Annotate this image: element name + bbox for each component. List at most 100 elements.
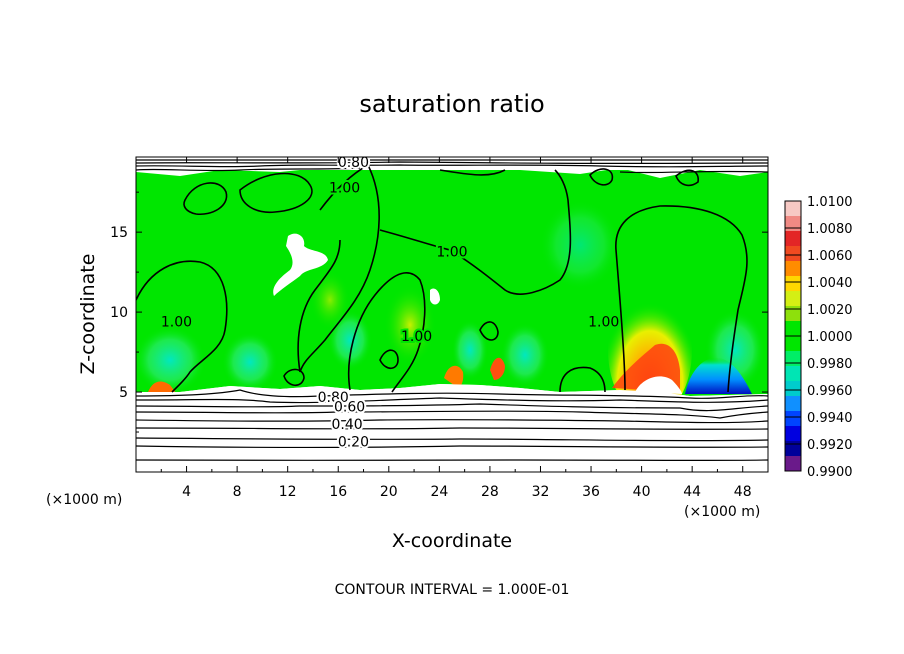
field-red-patch: [490, 357, 505, 380]
contour-label: 1.00: [401, 329, 432, 345]
colorbar-label: 1.0080: [807, 222, 853, 237]
field-blue-patch: [685, 357, 752, 394]
field-yellow-patch: [384, 285, 436, 365]
colorbar-swatch: [785, 321, 801, 337]
contour-line-top: [136, 164, 768, 168]
x-tick-label: 44: [683, 484, 701, 500]
colorbar-swatch: [785, 216, 801, 232]
contour-interval-note: CONTOUR INTERVAL = 1.000E-01: [335, 582, 570, 598]
contour-line-1-00: [239, 172, 313, 214]
colorbar-swatch: [785, 291, 801, 307]
y-axis-ticks: 5 10 15: [110, 191, 768, 433]
field-cyan-patch: [452, 320, 488, 380]
colorbar-swatch: [785, 306, 801, 322]
colorbar-label: 0.9960: [807, 384, 853, 399]
field-plume-white: [635, 376, 682, 394]
colorbar-swatch: [785, 336, 801, 352]
colorbar-swatch: [785, 351, 801, 367]
colorbar-label: 1.0100: [807, 195, 853, 210]
contour-labels: 0.801.001.001.001.001.000.800.600.400.20: [159, 153, 621, 453]
x-axis-label: X-coordinate: [392, 530, 512, 552]
field-cyan-patch: [501, 323, 549, 387]
saturation-field: [136, 157, 768, 472]
colorbar-swatch: [785, 246, 801, 262]
x-tick-label: 24: [430, 484, 448, 500]
colorbar-label: 1.0060: [807, 249, 853, 264]
colorbar-swatch: [785, 411, 801, 427]
colorbar-swatch: [785, 396, 801, 412]
contour-line-0-40: [136, 418, 768, 424]
colorbar-swatch: [785, 381, 801, 397]
contour-line-1-00: [615, 205, 748, 393]
contour-label: 0.80: [318, 390, 349, 406]
field-white-patch: [136, 160, 768, 178]
colorbar-swatch: [785, 276, 801, 292]
x-tick-label: 36: [582, 484, 600, 500]
contour-line-0-80: [136, 397, 768, 404]
x-tick-label: 12: [279, 484, 297, 500]
colorbar-swatch: [785, 201, 801, 217]
x-unit-left: (×1000 m): [46, 492, 122, 508]
x-tick-label: 48: [734, 484, 752, 500]
contour-label: 0.80: [338, 155, 369, 171]
colorbar-label: 0.9940: [807, 411, 853, 426]
contour-lines: [136, 159, 768, 462]
plot-frame: [135, 156, 769, 473]
contour-line-0-20: [136, 437, 768, 442]
colorbar-swatch: [785, 366, 801, 382]
contour-label: 0.40: [332, 417, 363, 433]
contour-line-1-00: [559, 366, 606, 393]
y-tick-label: 5: [119, 385, 128, 401]
contour-line-1-00: [136, 260, 228, 393]
colorbar-swatch: [785, 231, 801, 247]
colorbar-label: 1.0040: [807, 276, 853, 291]
contour-line-1-00: [347, 272, 426, 393]
contour-line-1-00: [439, 169, 506, 176]
contour-line-0-60: [136, 403, 768, 412]
x-tick-label: 4: [182, 484, 191, 500]
contour-label: 1.00: [436, 244, 467, 260]
x-axis-ticks: 4 8 12 16 20 24 28 32 36 40 44 48: [160, 157, 752, 500]
y-axis-label: Z-coordinate: [77, 254, 99, 375]
colorbar-label: 0.9920: [807, 438, 853, 453]
x-tick-label: 28: [481, 484, 499, 500]
colorbar-label: 0.9900: [807, 465, 853, 480]
x-tick-label: 16: [329, 484, 347, 500]
field-yellow-patch: [310, 270, 350, 330]
contour-line-1-00: [183, 182, 228, 216]
y-tick-label: 10: [110, 305, 128, 321]
field-cyan-patch: [540, 200, 620, 290]
contour-line-1-00: [379, 169, 572, 295]
field-cyan-patch: [222, 332, 278, 392]
contour-line-1-00: [675, 169, 699, 187]
field-red-patch: [444, 365, 464, 388]
contour-line-0-40: [136, 427, 768, 430]
colorbar-label: 1.0000: [807, 330, 853, 345]
contour-line-0-80: [136, 389, 768, 399]
field-red-patch: [148, 381, 176, 394]
field-cyan-patch: [136, 326, 206, 394]
y-tick-label: 15: [110, 225, 128, 241]
field-white-patch: [430, 288, 440, 305]
contour-line-1-00: [479, 321, 499, 341]
colorbar-swatch: [785, 441, 801, 457]
x-tick-label: 8: [233, 484, 242, 500]
contour-line-1-00: [379, 349, 399, 370]
colorbar-swatch: [785, 426, 801, 442]
contour-label: 0.20: [338, 435, 369, 451]
contour-line-1-00: [283, 368, 305, 387]
chart-title: saturation ratio: [359, 90, 544, 118]
contour-label: 1.00: [329, 180, 360, 196]
contour-line-top: [136, 161, 768, 165]
x-tick-label: 20: [380, 484, 398, 500]
colorbar: 1.0100 1.0080 1.0060 1.0040 1.0020 1.0000 0.99…: [784, 195, 853, 480]
contour-line-0-60: [136, 410, 768, 419]
contour-line-top: [136, 167, 768, 174]
contour-line-0-20: [136, 445, 768, 449]
contour-line-1-00: [299, 164, 380, 373]
field-white-patch: [273, 233, 328, 296]
colorbar-swatch: [785, 456, 801, 472]
contour-label: 1.00: [161, 315, 192, 331]
contour-label: 0.60: [334, 399, 365, 415]
